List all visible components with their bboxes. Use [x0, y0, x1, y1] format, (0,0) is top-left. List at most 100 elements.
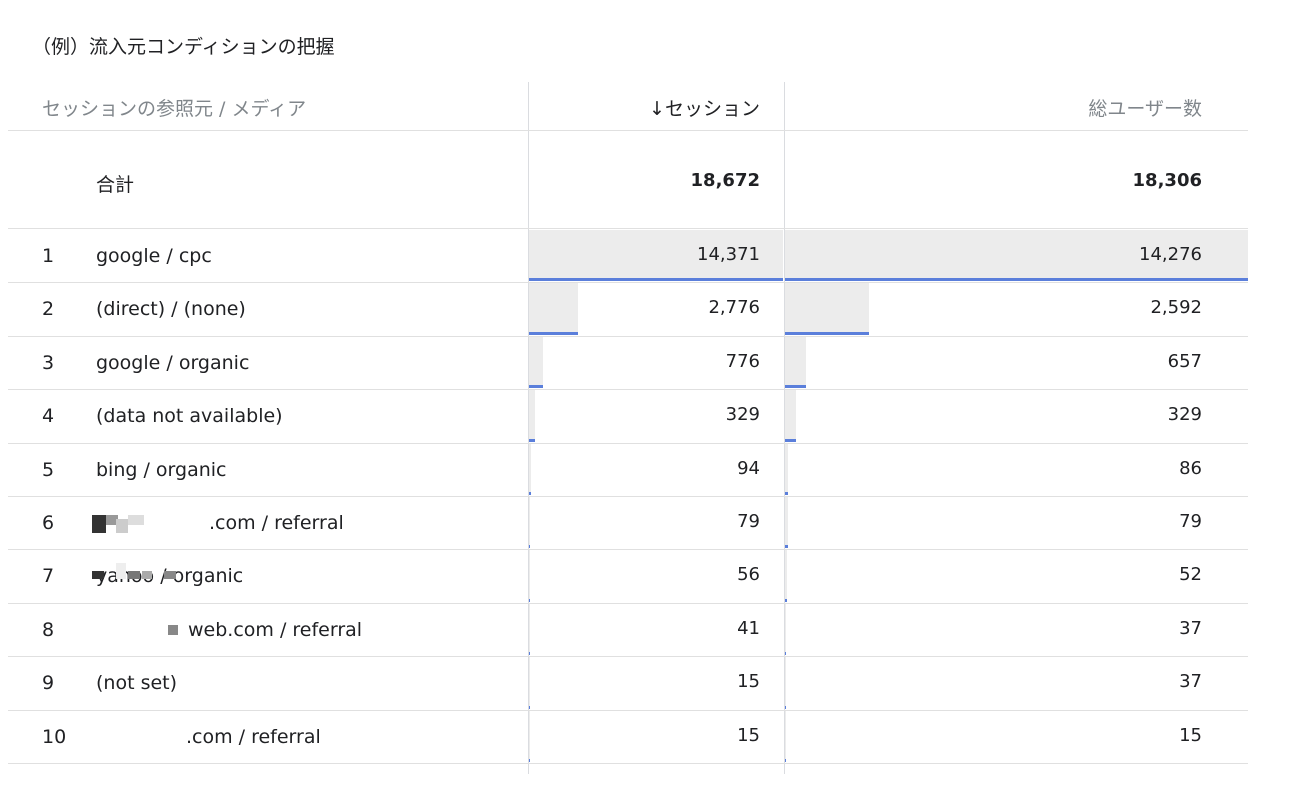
users-bar-line [785, 759, 786, 762]
users-bar-line [785, 545, 788, 549]
row-sessions: 41 [737, 617, 760, 639]
users-bar [785, 230, 1248, 280]
row-users: 2,592 [1150, 297, 1202, 319]
row-source-link[interactable]: .com / referral [209, 512, 344, 534]
row-rank: 1 [42, 245, 55, 267]
row-users: 657 [1167, 350, 1202, 372]
row-sessions: 15 [737, 724, 760, 746]
total-divider [8, 228, 1248, 229]
header-divider [8, 130, 1248, 131]
sessions-bar-line [529, 759, 530, 762]
row-source-link[interactable]: (data not available) [96, 405, 283, 428]
sessions-bar-line [529, 598, 530, 602]
row-users: 37 [1179, 617, 1202, 639]
sessions-bar-line [529, 278, 783, 282]
sessions-bar [529, 443, 531, 493]
sessions-bar [529, 230, 783, 280]
redaction-block [116, 563, 126, 579]
sessions-bar-line [529, 652, 530, 656]
row-source-link[interactable]: (not set) [96, 672, 178, 695]
row-users: 86 [1179, 457, 1202, 479]
users-bar [785, 283, 869, 333]
total-sessions: 18,672 [690, 170, 760, 191]
row-source-link[interactable]: web.com / referral [188, 618, 363, 641]
users-bar [785, 497, 788, 547]
users-bar [785, 336, 806, 387]
row-users: 52 [1179, 564, 1202, 586]
row-divider [8, 389, 1248, 391]
row-sessions: 329 [725, 404, 760, 426]
users-bar-line [785, 652, 786, 656]
redaction-block [128, 571, 140, 579]
column-divider-2 [784, 82, 785, 774]
users-bar-line [785, 331, 869, 335]
row-sessions: 14,371 [697, 244, 760, 265]
users-bar-line [785, 438, 796, 442]
row-source-link[interactable]: .com / referral [186, 725, 321, 748]
sessions-bar [529, 336, 543, 387]
row-sessions: 94 [737, 457, 760, 479]
row-sessions: 15 [737, 671, 760, 693]
row-sessions: 2,776 [708, 297, 760, 319]
users-bar-line [785, 492, 788, 495]
sessions-bar [529, 497, 530, 547]
total-users: 18,306 [1132, 170, 1202, 191]
row-source-link[interactable]: google / organic [96, 351, 250, 374]
users-bar [785, 550, 787, 600]
sessions-table: セッションの参照元 / メディア ↓セッション 総ユーザー数 合計 18,672… [8, 82, 1248, 774]
users-bar [785, 390, 796, 440]
redaction-block [92, 571, 104, 579]
sessions-bar-line [529, 438, 535, 442]
sessions-bar [529, 283, 578, 333]
row-divider [8, 442, 1248, 444]
users-bar [785, 443, 788, 493]
row-rank: 2 [42, 298, 55, 321]
sessions-bar [529, 657, 530, 707]
sessions-bar-line [529, 705, 530, 709]
redaction-block [142, 571, 152, 579]
row-divider [8, 496, 1248, 497]
sessions-bar-line [529, 385, 543, 389]
row-rank: 7 [42, 565, 55, 588]
users-bar-line [785, 385, 806, 389]
row-divider [8, 602, 1248, 604]
row-source-link[interactable]: google / cpc [96, 245, 212, 267]
header-source[interactable]: セッションの参照元 / メディア [42, 98, 307, 120]
row-users: 329 [1167, 404, 1202, 426]
row-users: 79 [1179, 511, 1202, 532]
row-rank: 5 [42, 458, 55, 481]
row-divider [8, 763, 1248, 764]
row-rank: 8 [42, 618, 55, 641]
redaction-block [164, 571, 176, 579]
users-bar-line [785, 598, 787, 602]
total-label: 合計 [96, 174, 135, 196]
row-divider [8, 282, 1248, 284]
redaction-block [116, 519, 128, 533]
header-sessions[interactable]: ↓セッション [649, 98, 760, 120]
sessions-bar-line [529, 331, 578, 335]
row-rank: 9 [42, 672, 55, 695]
sessions-bar [529, 390, 535, 440]
row-users: 14,276 [1139, 244, 1202, 265]
row-divider [8, 549, 1248, 551]
page-caption: （例）流入元コンディションの把握 [32, 36, 335, 58]
row-rank: 10 [42, 725, 67, 748]
users-bar [785, 657, 786, 707]
redaction-block [168, 625, 178, 635]
row-source-link[interactable]: bing / organic [96, 458, 227, 481]
sessions-bar [529, 550, 530, 600]
users-bar-line [785, 278, 1248, 282]
users-bar-line [785, 705, 786, 709]
header-users[interactable]: 総ユーザー数 [1088, 98, 1202, 120]
sessions-bar-line [529, 545, 530, 549]
sessions-bar [529, 603, 530, 654]
row-source-link[interactable]: (direct) / (none) [96, 298, 246, 321]
row-divider [8, 709, 1248, 711]
row-rank: 6 [42, 512, 55, 534]
column-divider-1 [528, 82, 529, 774]
sessions-bar [529, 710, 530, 760]
row-rank: 4 [42, 405, 55, 428]
users-bar [785, 603, 786, 654]
row-sessions: 56 [737, 564, 760, 586]
row-sessions: 79 [737, 511, 760, 532]
